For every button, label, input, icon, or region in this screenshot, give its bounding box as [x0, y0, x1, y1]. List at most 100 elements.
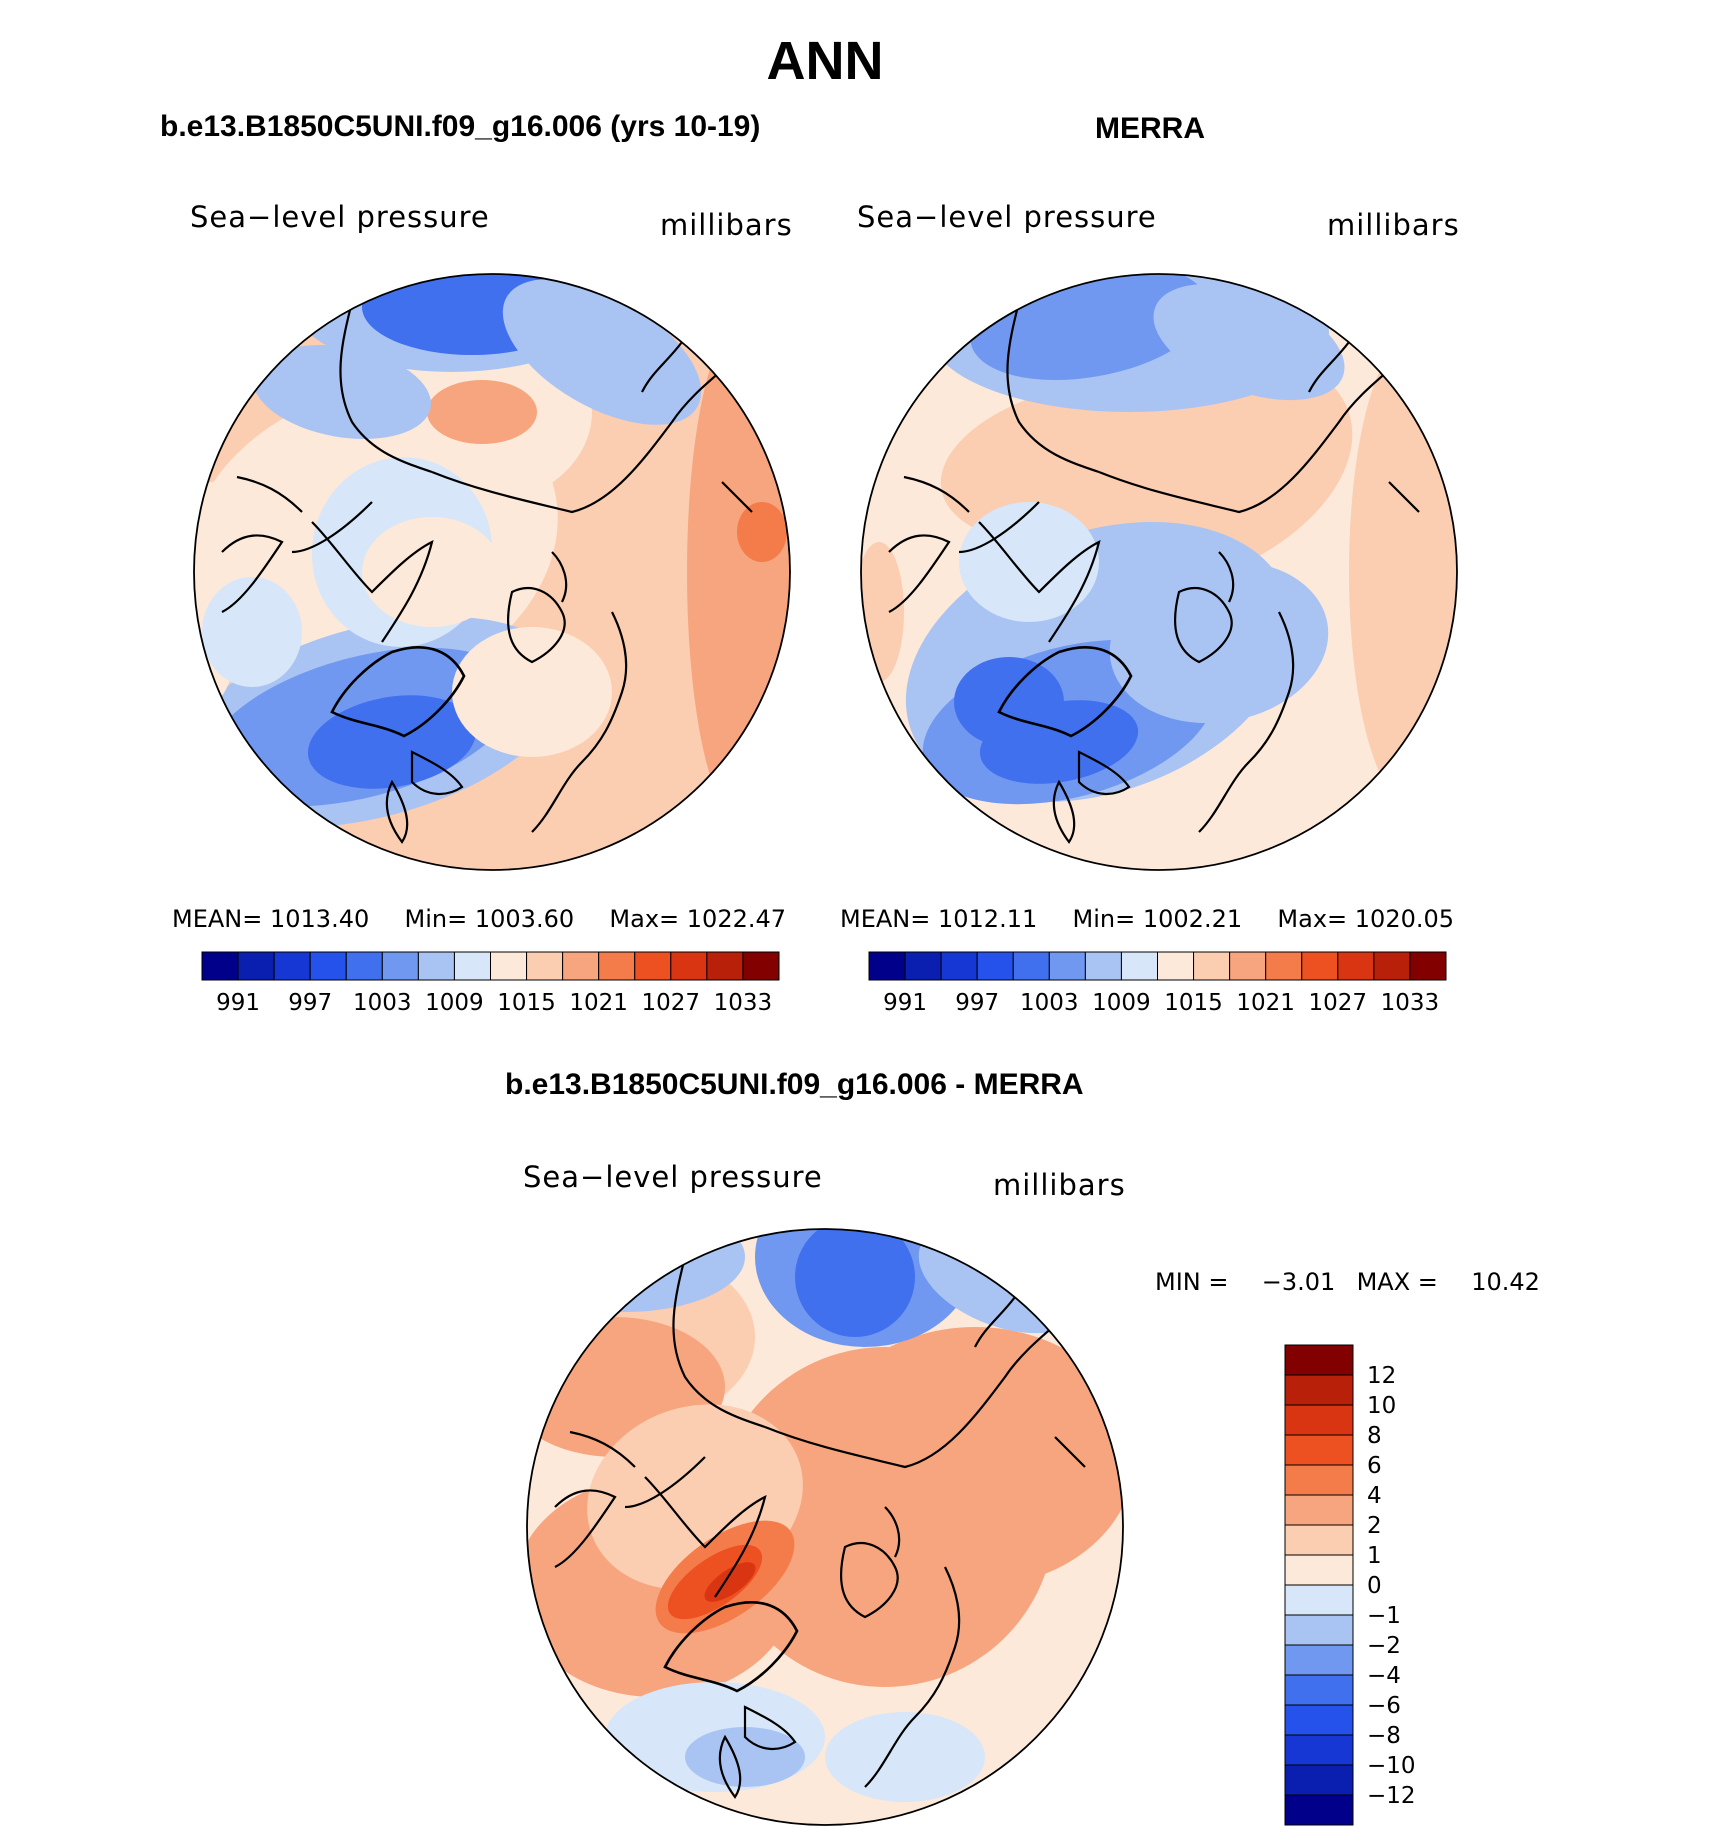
model-colorbar-tick-label: 1003	[353, 990, 412, 1016]
obs-colorbar-box-7	[1120, 951, 1158, 981]
diff-colorbar-tick-label: 10	[1367, 1393, 1396, 1419]
obs-panel-title: MERRA	[1095, 112, 1205, 145]
obs-colorbar-tick-label: 991	[883, 990, 927, 1016]
obs-units-label: millibars	[1327, 208, 1460, 242]
obs-contour-region-9	[954, 657, 1064, 747]
diff-colorbar-tick-label: −6	[1367, 1693, 1401, 1719]
diff-colorbar-tick-label: −12	[1367, 1783, 1416, 1809]
diff-colorbar-tick-label: 1	[1367, 1543, 1382, 1569]
diff-contour-region-9	[527, 1229, 745, 1312]
model-colorbar-box-3	[309, 951, 347, 981]
diff-colorbar-box-4	[1284, 1464, 1354, 1496]
model-variable-label: Sea−level pressure	[190, 200, 490, 234]
obs-colorbar-tick-label: 1009	[1092, 990, 1151, 1016]
obs-colorbar-box-0	[868, 951, 906, 981]
obs-colorbar-box-3	[976, 951, 1014, 981]
diff-map	[527, 1229, 1123, 1825]
diff-max-label: MAX =	[1356, 1268, 1438, 1296]
model-units-label: millibars	[660, 208, 793, 242]
model-colorbar-box-12	[634, 951, 672, 981]
diff-contour-region-15	[685, 1727, 805, 1787]
obs-colorbar-tick-label: 1021	[1236, 990, 1295, 1016]
model-max-label: Max=	[609, 905, 680, 933]
diff-panel-title: b.e13.B1850C5UNI.f09_g16.006 - MERRA	[505, 1068, 1084, 1101]
diff-colorbar-box-2	[1284, 1404, 1354, 1436]
model-colorbar-box-7	[453, 951, 491, 981]
model-map	[194, 274, 790, 870]
obs-contour-region-10	[1109, 560, 1329, 724]
diff-contour-region-8	[795, 1229, 915, 1337]
page-title: ANN	[766, 31, 884, 91]
obs-colorbar-box-9	[1193, 951, 1231, 981]
obs-max-label: Max=	[1277, 905, 1348, 933]
model-mean-label: MEAN=	[172, 905, 263, 933]
obs-colorbar-box-10	[1229, 951, 1267, 981]
diff-colorbar-tick-label: 2	[1367, 1513, 1382, 1539]
diff-colorbar-box-10	[1284, 1644, 1354, 1676]
model-contour-region-13	[452, 627, 612, 757]
model-colorbar-box-1	[237, 951, 275, 981]
obs-variable-label: Sea−level pressure	[857, 200, 1157, 234]
obs-colorbar-box-12	[1301, 951, 1339, 981]
diff-colorbar-tick-label: 6	[1367, 1453, 1382, 1479]
diff-colorbar-box-12	[1284, 1704, 1354, 1736]
model-contour-region-6	[502, 279, 702, 425]
obs-max-value: 1020.05	[1354, 905, 1455, 933]
diff-colorbar-tick-label: 8	[1367, 1423, 1382, 1449]
model-contour-region-17	[202, 577, 302, 687]
diff-colorbar-tick-label: −1	[1367, 1603, 1401, 1629]
diff-colorbar-tick-label: 4	[1367, 1483, 1382, 1509]
diff-contour-region-16	[825, 1712, 985, 1802]
diff-max-value: 10.42	[1471, 1268, 1540, 1296]
obs-colorbar-box-2	[940, 951, 978, 981]
diff-colorbar-tick-label: 0	[1367, 1573, 1382, 1599]
diff-colorbar-tick-label: 12	[1367, 1363, 1396, 1389]
obs-contour-region-5	[1153, 283, 1345, 401]
obs-map-border	[860, 273, 1458, 871]
obs-colorbar-box-15	[1409, 951, 1447, 981]
obs-stats: MEAN= 1012.11 Min= 1002.21 Max= 1020.05	[840, 905, 1454, 933]
obs-colorbar-box-13	[1337, 951, 1375, 981]
diff-minmax: MIN = −3.01 MAX = 10.42	[1155, 1268, 1540, 1296]
model-colorbar-tick-label: 1009	[425, 990, 484, 1016]
model-colorbar-box-10	[562, 951, 600, 981]
diff-colorbar-tick-label: −2	[1367, 1633, 1401, 1659]
model-colorbar-box-6	[417, 951, 455, 981]
diff-colorbar-box-15	[1284, 1794, 1354, 1826]
model-stats: MEAN= 1013.40 Min= 1003.60 Max= 1022.47	[172, 905, 786, 933]
obs-colorbar-tick-label: 1033	[1381, 990, 1440, 1016]
diff-contour-region-4	[715, 1347, 1055, 1687]
model-colorbar-box-2	[273, 951, 311, 981]
obs-contour-region-11	[959, 502, 1099, 622]
model-colorbar-box-5	[381, 951, 419, 981]
obs-colorbar-box-6	[1084, 951, 1122, 981]
diff-colorbar-box-11	[1284, 1674, 1354, 1706]
model-colorbar-tick-label: 1015	[497, 990, 556, 1016]
model-max-value: 1022.47	[686, 905, 787, 933]
diff-colorbar-tick-label: −4	[1367, 1663, 1401, 1689]
diff-variable-label: Sea−level pressure	[523, 1160, 823, 1194]
diff-colorbar-box-0	[1284, 1344, 1354, 1376]
diff-min-label: MIN =	[1155, 1268, 1229, 1296]
model-colorbar-tick-label: 1027	[642, 990, 701, 1016]
model-panel-title: b.e13.B1850C5UNI.f09_g16.006 (yrs 10-19)	[160, 110, 761, 143]
diff-colorbar-box-8	[1284, 1584, 1354, 1616]
model-min-value: 1003.60	[474, 905, 575, 933]
model-map-border	[193, 273, 791, 871]
obs-colorbar-tick-label: 1027	[1309, 990, 1368, 1016]
model-colorbar-box-0	[201, 951, 239, 981]
diff-colorbar-box-7	[1284, 1554, 1354, 1586]
diff-colorbar-box-13	[1284, 1734, 1354, 1766]
obs-colorbar-box-1	[904, 951, 942, 981]
model-colorbar-box-15	[742, 951, 780, 981]
model-colorbar-box-4	[345, 951, 383, 981]
model-mean-value: 1013.40	[270, 905, 370, 933]
obs-min-label: Min=	[1072, 905, 1136, 933]
obs-mean-label: MEAN=	[840, 905, 931, 933]
obs-colorbar-box-14	[1373, 951, 1411, 981]
diff-colorbar-box-5	[1284, 1494, 1354, 1526]
model-colorbar-tick-label: 997	[288, 990, 332, 1016]
diff-min-value: −3.01	[1261, 1268, 1336, 1296]
diff-colorbar-box-3	[1284, 1434, 1354, 1466]
model-contour-region-15	[737, 502, 787, 562]
